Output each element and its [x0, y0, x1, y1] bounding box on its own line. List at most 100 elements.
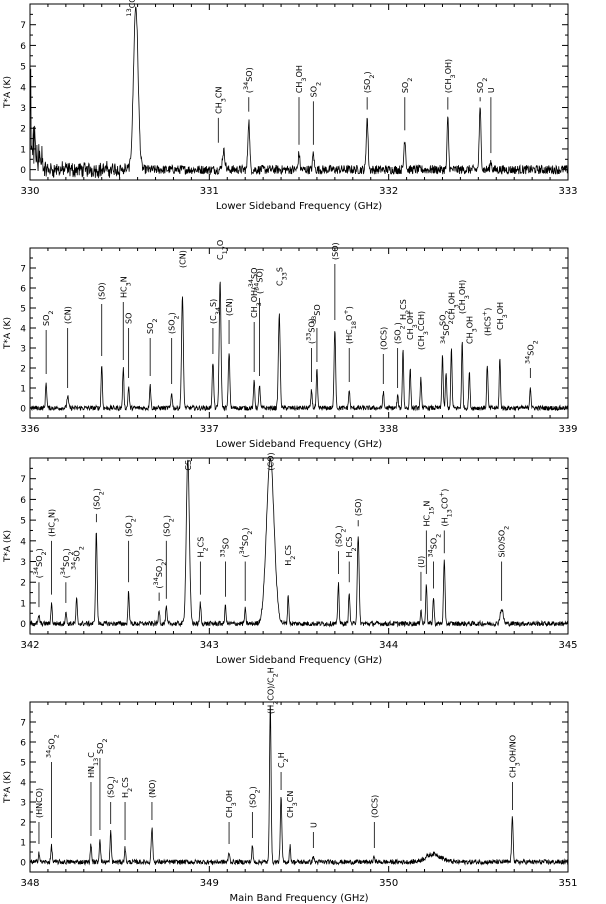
x-tick-label: 339	[558, 424, 577, 435]
plot-frame	[29, 457, 569, 635]
y-tick-label: 6	[20, 739, 26, 749]
y-tick-label: 4	[20, 83, 26, 93]
x-axis-label: Main Band Frequency (GHz)	[229, 893, 368, 904]
line-label: (SO2)	[107, 776, 120, 798]
y-tick-label: 7	[20, 475, 26, 485]
y-tick-label: 7	[20, 265, 26, 275]
y-tick-label: 0	[20, 405, 26, 415]
y-tick-label: 2	[20, 579, 26, 589]
x-tick-label: 330	[20, 186, 39, 197]
line-label: (CH3OH)	[458, 280, 471, 314]
line-label: U	[487, 87, 496, 93]
line-label: (SO2)	[125, 515, 138, 537]
line-label: SO2	[42, 310, 55, 326]
x-tick-label: 350	[379, 878, 398, 889]
line-label: C33S	[275, 267, 288, 286]
x-axis-label: Lower Sideband Frequency (GHz)	[216, 201, 382, 212]
y-tick-label: 4	[20, 537, 26, 547]
line-label: (34SO2)	[32, 548, 48, 578]
y-axis-label: T*A (K)	[3, 76, 13, 109]
y-tick-label: 2	[20, 819, 26, 829]
x-tick-label: 332	[379, 186, 398, 197]
line-label: (SO2)	[168, 312, 181, 334]
line-label: CH3CN	[286, 791, 299, 818]
y-tick-label: 2	[20, 365, 26, 375]
line-label: 13CO	[125, 0, 137, 17]
spectrum-trace	[30, 705, 568, 866]
line-label: U	[309, 822, 318, 828]
line-label: (CN)	[64, 306, 73, 324]
y-tick-label: 0	[20, 166, 26, 176]
line-label: CH3OH	[225, 790, 238, 818]
line-label: (SO)	[331, 242, 340, 260]
line-label: SiO/SO2	[498, 526, 511, 558]
line-label: H2CS	[345, 537, 358, 558]
line-label: HC3N	[119, 276, 132, 298]
spectrum-panel-1: 330 331 332 333 0 1 2 3 4 5 6 7 Lower Sideband Frequ…	[3, 0, 578, 212]
line-label: (SO)	[98, 282, 107, 300]
spectrum-panel-4: 348 349 350 351 0 1 2 3 4 5 6 7 Main Band Frequency …	[3, 667, 578, 904]
y-tick-label: 6	[20, 42, 26, 52]
line-label: (SO2)	[92, 488, 105, 510]
x-tick-label: 333	[558, 186, 577, 197]
line-label: (HC3N)	[48, 509, 61, 537]
line-label: HN13C	[87, 752, 100, 778]
x-tick-label: 331	[200, 186, 219, 197]
line-label: CH3OH	[496, 302, 509, 330]
line-label: (CH3CCH)	[417, 311, 430, 350]
line-label: CH3OH	[295, 65, 308, 93]
line-label: (33SO)	[305, 318, 317, 344]
x-tick-label: 351	[558, 878, 577, 889]
x-tick-label: 337	[200, 424, 219, 435]
line-label: CH3CN	[214, 87, 227, 114]
line-label: (34SO2)	[59, 548, 75, 578]
line-label: H2CS	[284, 545, 297, 566]
line-label: C17O	[216, 240, 229, 260]
line-label: (SO2)	[162, 515, 175, 537]
y-tick-label: 2	[20, 125, 26, 135]
y-tick-label: 4	[20, 779, 26, 789]
y-tick-label: 3	[20, 104, 26, 114]
line-label: (HCS+)	[480, 308, 492, 336]
line-label: HC15N	[422, 501, 435, 527]
line-label: SO2	[309, 82, 322, 98]
y-tick-label: 6	[20, 285, 26, 295]
x-tick-label: 348	[20, 878, 39, 889]
y-axis-label: T*A (K)	[3, 530, 13, 563]
y-tick-label: 5	[20, 63, 26, 73]
x-tick-label: 343	[200, 640, 219, 651]
x-tick-label: 345	[558, 640, 577, 651]
x-tick-label: 336	[20, 424, 39, 435]
x-axis-label: Lower Sideband Frequency (GHz)	[216, 439, 382, 450]
line-label: SO2	[438, 310, 451, 326]
line-label: 33SO	[218, 538, 230, 558]
line-label: (SO2)	[248, 786, 261, 808]
line-label: (34SO2)	[152, 559, 168, 589]
line-label: SO2	[401, 78, 414, 94]
line-label: (H13CO+)	[437, 489, 453, 527]
x-tick-label: 349	[200, 878, 219, 889]
line-label: SO2	[96, 738, 109, 754]
line-label: (C34S)	[209, 299, 222, 324]
line-label: 34SO2	[427, 534, 443, 558]
line-label: (HNCO)	[35, 788, 44, 818]
x-tick-label: 344	[379, 640, 398, 651]
line-label: SO2	[476, 78, 489, 94]
line-label: CS	[184, 460, 193, 471]
y-tick-label: 1	[20, 839, 26, 849]
line-label: (NO)	[148, 779, 157, 798]
line-label: 34SO2	[523, 340, 539, 364]
line-label: 34SO2	[45, 734, 61, 758]
x-tick-label: 338	[379, 424, 398, 435]
y-tick-label: 7	[20, 21, 26, 31]
line-label: CH3OH	[406, 312, 419, 340]
line-label: CH3OH/NO	[508, 735, 521, 778]
line-label: C2H	[277, 752, 290, 768]
line-label: CH3OH	[465, 316, 478, 344]
line-label: (CN)	[178, 250, 187, 268]
y-tick-label: 1	[20, 385, 26, 395]
y-tick-label: 5	[20, 517, 26, 527]
line-label: (HC18O+)	[342, 306, 358, 344]
line-label: SO2	[146, 318, 159, 334]
y-tick-label: 5	[20, 759, 26, 769]
